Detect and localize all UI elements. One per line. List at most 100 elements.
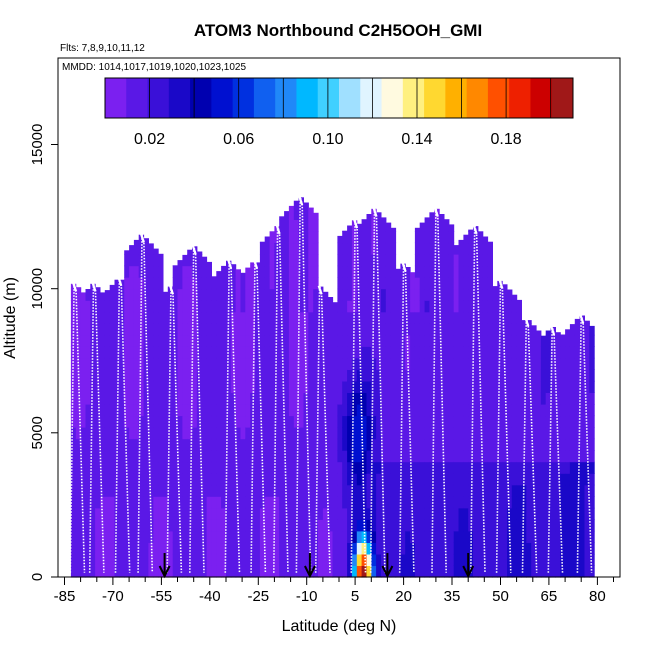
heatmap-cell <box>284 484 290 497</box>
heatmap-cell <box>284 461 290 474</box>
heatmap-cell <box>376 530 382 543</box>
heatmap-cell <box>318 496 324 509</box>
heatmap-cell <box>206 261 212 267</box>
heatmap-cell <box>347 542 353 555</box>
heatmap-cell <box>158 369 164 382</box>
flight-profile-top <box>117 276 123 287</box>
heatmap-cell <box>453 357 460 370</box>
heatmap-cell <box>172 334 179 347</box>
heatmap-cell <box>104 461 111 474</box>
heatmap-cell <box>172 404 179 417</box>
heatmap-cell <box>177 346 183 359</box>
heatmap-cell <box>453 277 460 290</box>
heatmap-cell <box>322 438 329 451</box>
heatmap-cell <box>206 461 212 474</box>
heatmap-cell <box>264 369 271 382</box>
heatmap-cell <box>264 565 271 578</box>
heatmap-cell <box>230 323 237 336</box>
heatmap-cell <box>361 473 367 486</box>
heatmap-cell <box>395 473 401 486</box>
heatmap-cell <box>444 231 450 244</box>
heatmap-cell <box>444 404 450 417</box>
heatmap-cell <box>458 254 464 267</box>
heatmap-cell <box>400 369 406 382</box>
heatmap-cell <box>337 242 343 255</box>
heatmap-cell <box>153 380 159 393</box>
heatmap-cell <box>448 530 455 543</box>
heatmap-cell <box>104 519 111 532</box>
heatmap-cell <box>511 415 518 428</box>
heatmap-cell <box>100 357 106 370</box>
heatmap-cell <box>138 507 145 520</box>
heatmap-cell <box>240 311 246 324</box>
heatmap-cell <box>80 292 86 301</box>
heatmap-cell <box>419 450 426 463</box>
heatmap-cell <box>482 288 489 301</box>
heatmap-cell <box>167 392 174 405</box>
heatmap-cell <box>245 369 251 382</box>
heatmap-cell <box>487 450 493 463</box>
heatmap-cell <box>327 380 334 393</box>
heatmap-cell <box>288 530 295 543</box>
heatmap-cell <box>463 496 469 509</box>
heatmap-cell <box>444 369 450 382</box>
heatmap-cell <box>119 415 125 428</box>
heatmap-cell <box>70 380 77 393</box>
heatmap-cell <box>172 542 179 555</box>
heatmap-cell <box>192 542 198 555</box>
heatmap-cell <box>429 507 435 520</box>
heatmap-cell <box>429 334 435 347</box>
heatmap-cell <box>187 427 193 440</box>
colorbar-swatch <box>253 78 276 118</box>
heatmap-cell <box>255 484 261 497</box>
heatmap-cell <box>424 507 430 520</box>
heatmap-cell <box>153 392 159 405</box>
heatmap-cell <box>167 427 174 440</box>
heatmap-cell <box>264 450 271 463</box>
heatmap-cell <box>482 277 489 290</box>
heatmap-cell <box>216 519 222 532</box>
heatmap-cell <box>274 496 280 509</box>
heatmap-cell <box>560 427 566 440</box>
heatmap-cell <box>192 357 198 370</box>
heatmap-cell <box>584 334 590 347</box>
heatmap-cell <box>555 565 561 578</box>
heatmap-cell <box>274 542 280 555</box>
heatmap-cell <box>565 473 571 486</box>
heatmap-cell <box>206 438 212 451</box>
heatmap-cell <box>70 519 77 532</box>
heatmap-cell <box>235 300 241 313</box>
heatmap-cell <box>405 450 411 463</box>
heatmap-cell <box>124 323 130 336</box>
heatmap-cell <box>376 496 382 509</box>
heatmap-cell <box>342 484 348 497</box>
heatmap-cell <box>332 484 338 497</box>
x-tick-label: -55 <box>151 588 173 605</box>
heatmap-cell <box>100 404 106 417</box>
heatmap-cell <box>540 369 547 382</box>
heatmap-cell <box>414 473 421 486</box>
heatmap-cell <box>531 496 537 509</box>
heatmap-cell <box>221 484 227 497</box>
heatmap-cell <box>284 415 290 428</box>
heatmap-cell <box>226 484 232 497</box>
heatmap-cell <box>216 346 222 359</box>
heatmap-cell <box>337 484 343 497</box>
heatmap-cell <box>303 346 309 359</box>
heatmap-cell <box>288 311 295 324</box>
heatmap-cell <box>550 334 556 347</box>
heatmap-cell <box>322 473 329 486</box>
heatmap-cell <box>371 219 377 232</box>
heatmap-cell <box>70 438 77 451</box>
heatmap-cell <box>458 357 464 370</box>
heatmap-cell <box>584 542 590 555</box>
heatmap-cell <box>318 369 324 382</box>
heatmap-cell <box>463 473 469 486</box>
heatmap-cell <box>385 369 392 382</box>
heatmap-cell <box>148 277 154 290</box>
heatmap-cell <box>104 369 111 382</box>
heatmap-cell <box>284 311 290 324</box>
heatmap-cell <box>133 427 140 440</box>
heatmap-cell <box>119 334 125 347</box>
heatmap-cell <box>555 334 561 347</box>
